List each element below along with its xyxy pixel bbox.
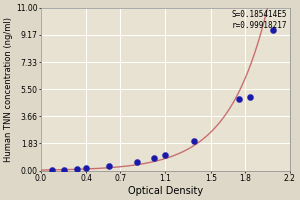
Point (191, 139, 196, 143)
Point (84, 167, 89, 170)
Point (50, 169, 55, 172)
Point (106, 165, 111, 168)
Point (237, 98, 242, 101)
Point (163, 153, 168, 157)
Point (61, 168, 66, 172)
Point (135, 160, 140, 163)
Text: S=0.185414E5
r=0.99918217: S=0.185414E5 r=0.99918217 (232, 10, 287, 30)
Point (75, 168, 80, 171)
Point (271, 28, 275, 31)
Point (152, 156, 157, 160)
Y-axis label: Human TNN concentration (ng/ml): Human TNN concentration (ng/ml) (4, 17, 13, 162)
X-axis label: Optical Density: Optical Density (128, 186, 203, 196)
Point (248, 95, 253, 98)
